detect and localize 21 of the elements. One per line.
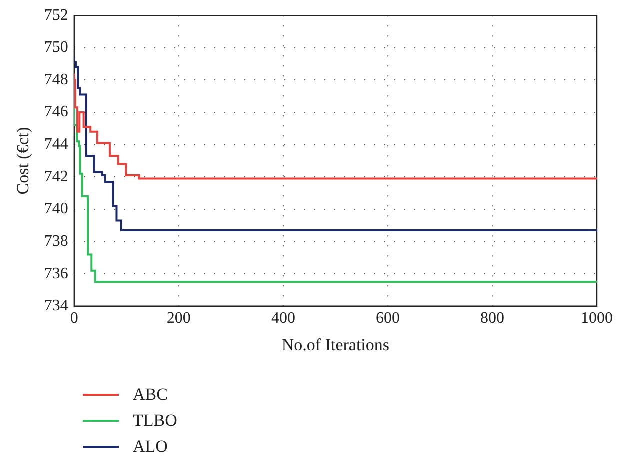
y-tick-label: 744 (44, 136, 68, 154)
x-axis-title: No.of Iterations (282, 335, 390, 354)
legend-label: TLBO (133, 411, 178, 431)
x-tick-label: 800 (480, 310, 504, 328)
y-axis-title: Cost (€ct) (14, 127, 33, 195)
y-tick-label: 736 (44, 265, 68, 282)
y-tick-label: 734 (44, 298, 68, 315)
y-tick-label: 738 (44, 232, 68, 250)
y-tick-label: 742 (44, 168, 68, 186)
y-tick-label: 746 (44, 104, 68, 121)
x-tick-label: 200 (166, 310, 191, 328)
x-tick-label: 400 (271, 310, 296, 328)
x-tick-label: 600 (376, 310, 400, 328)
y-tick-label: 752 (44, 6, 68, 24)
x-tick-label: 1000 (581, 310, 613, 328)
legend-label: ALO (133, 437, 168, 457)
y-tick-label: 740 (44, 200, 68, 218)
legend-label: ABC (133, 385, 168, 405)
y-tick-label: 750 (44, 39, 68, 56)
y-tick-label: 748 (44, 71, 68, 88)
x-tick-label: 0 (70, 310, 78, 328)
